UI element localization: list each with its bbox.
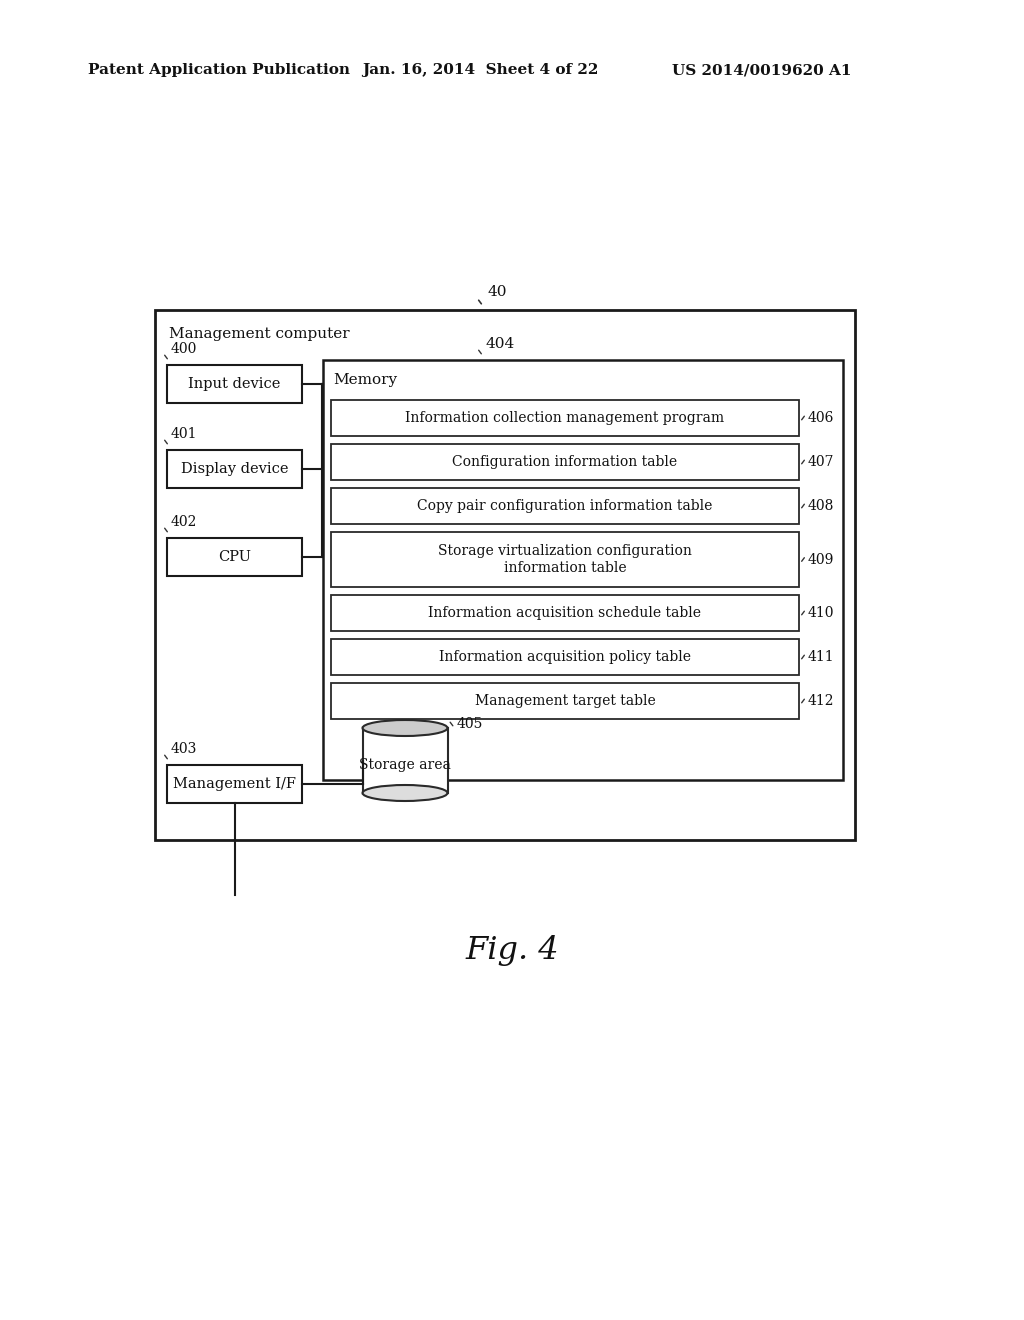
Ellipse shape [362, 719, 447, 737]
Ellipse shape [362, 785, 447, 801]
Text: 410: 410 [808, 606, 835, 620]
Text: 408: 408 [808, 499, 835, 513]
Bar [331, 400, 799, 436]
Bar [331, 639, 799, 675]
Bar [331, 595, 799, 631]
Text: 405: 405 [457, 717, 483, 731]
Text: 412: 412 [808, 694, 835, 708]
Text: Memory: Memory [333, 374, 397, 387]
Bar [167, 450, 302, 488]
Bar [167, 766, 302, 803]
Text: Configuration information table: Configuration information table [453, 455, 678, 469]
Bar [331, 532, 799, 587]
Text: Storage virtualization configuration: Storage virtualization configuration [438, 544, 692, 557]
Text: Information acquisition policy table: Information acquisition policy table [439, 649, 691, 664]
Text: Storage area: Storage area [359, 759, 451, 772]
Bar [362, 729, 447, 793]
Bar [331, 682, 799, 719]
Text: Jan. 16, 2014  Sheet 4 of 22: Jan. 16, 2014 Sheet 4 of 22 [362, 63, 598, 77]
Text: US 2014/0019620 A1: US 2014/0019620 A1 [672, 63, 852, 77]
Text: 400: 400 [171, 342, 198, 356]
Text: Management I/F: Management I/F [173, 777, 296, 791]
Bar [331, 444, 799, 480]
Text: 407: 407 [808, 455, 835, 469]
Text: 401: 401 [171, 426, 198, 441]
Text: 40: 40 [487, 285, 507, 300]
Text: 403: 403 [171, 742, 198, 756]
Text: Patent Application Publication: Patent Application Publication [88, 63, 350, 77]
Bar [323, 360, 843, 780]
Text: Management computer: Management computer [169, 327, 349, 341]
Text: information table: information table [504, 561, 627, 576]
Bar [331, 488, 799, 524]
Text: 409: 409 [808, 553, 835, 566]
Bar [155, 310, 855, 840]
Text: Management target table: Management target table [475, 694, 655, 708]
Text: CPU: CPU [218, 550, 251, 564]
Text: 411: 411 [808, 649, 835, 664]
Text: 406: 406 [808, 411, 835, 425]
Text: Fig. 4: Fig. 4 [465, 935, 559, 965]
Bar [167, 366, 302, 403]
Text: Information collection management program: Information collection management progra… [406, 411, 725, 425]
Text: 402: 402 [171, 515, 198, 529]
Text: Copy pair configuration information table: Copy pair configuration information tabl… [418, 499, 713, 513]
Text: 404: 404 [485, 337, 514, 351]
Text: Information acquisition schedule table: Information acquisition schedule table [428, 606, 701, 620]
Text: Input device: Input device [188, 378, 281, 391]
Text: Display device: Display device [181, 462, 288, 477]
Bar [167, 539, 302, 576]
